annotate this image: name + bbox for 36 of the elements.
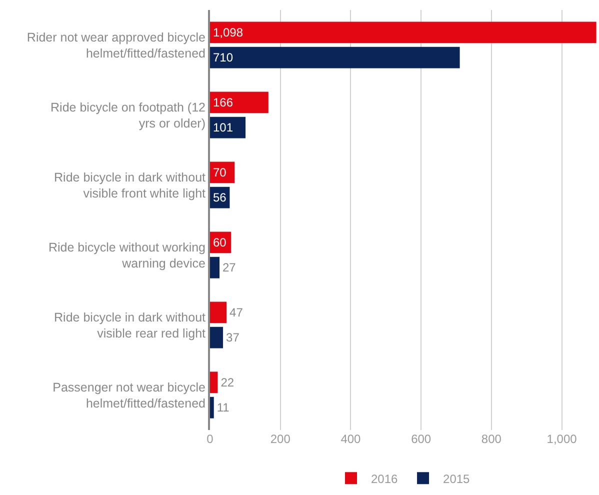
data-label: 1,098: [213, 25, 244, 40]
bar: [210, 22, 596, 44]
y-tick-label: Ride bicycle in dark without visible rear red light: [54, 310, 206, 340]
x-tick-label: 800: [481, 432, 502, 446]
bar: [210, 396, 214, 418]
x-tick-label: 1,000: [546, 432, 578, 446]
bar: [210, 116, 246, 138]
x-tick-label: 200: [270, 432, 291, 446]
bar: [210, 302, 227, 324]
y-tick-label: Rider not wear approved bicycle helmet/fitted/fastened: [26, 30, 206, 60]
bar: [210, 372, 218, 394]
legend-label: 2015: [443, 472, 470, 486]
data-label: 22: [220, 375, 234, 390]
y-tick-label: Ride bicycle on footpath (12 yrs or older): [50, 100, 206, 130]
data-label: 710: [213, 50, 234, 65]
bar: [210, 256, 220, 278]
x-tick-label: 600: [411, 432, 432, 446]
x-tick-label: 0: [206, 432, 214, 446]
data-label: 101: [213, 120, 234, 135]
y-tick-label: Ride bicycle in dark without visible front white light: [54, 170, 206, 200]
data-label: 166: [213, 95, 234, 110]
bar: [210, 46, 460, 68]
data-label: 56: [213, 190, 227, 205]
bar: [210, 162, 235, 184]
y-tick-label: Passenger not wear bicycle helmet/fitted/fastened: [52, 380, 206, 410]
data-label: 11: [216, 400, 230, 415]
bar: [210, 92, 268, 114]
y-tick-label: Ride bicycle without working warning device: [48, 240, 206, 270]
data-label: 37: [226, 330, 240, 345]
legend-label: 2016: [371, 472, 398, 486]
data-label: 47: [230, 305, 244, 320]
x-tick-label: 400: [340, 432, 362, 446]
data-label: 70: [213, 165, 227, 180]
data-label: 27: [222, 260, 236, 275]
bar: [210, 326, 224, 348]
data-label: 60: [213, 235, 227, 250]
